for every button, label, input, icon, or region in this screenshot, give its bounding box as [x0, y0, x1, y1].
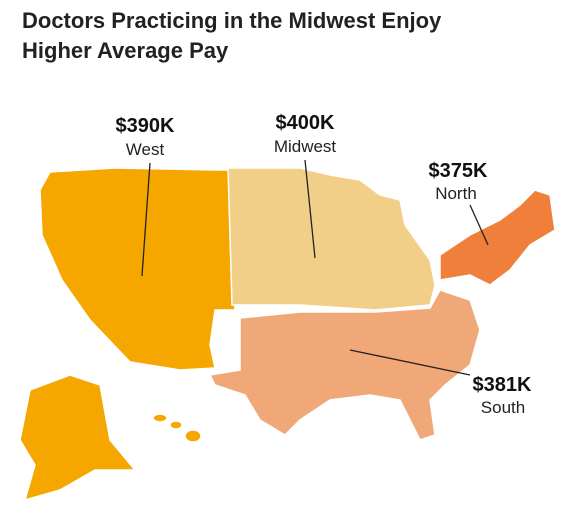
- west-region: [39, 167, 236, 371]
- pointer: [141, 162, 151, 277]
- south-region: [208, 289, 481, 441]
- region-amount: $381K: [473, 374, 532, 396]
- region-name: South: [481, 398, 525, 417]
- title: Doctors Practicing in the Midwest Enjoy: [22, 8, 442, 33]
- pointer: [304, 159, 316, 259]
- hawaii: [169, 420, 183, 430]
- hawaii: [152, 413, 168, 423]
- region-amount: $390K: [116, 115, 175, 137]
- title: Higher Average Pay: [22, 38, 229, 63]
- pointer: [349, 349, 471, 376]
- hawaii: [184, 429, 202, 443]
- midwest-region: [227, 167, 436, 311]
- region-amount: $375K: [429, 160, 488, 182]
- region-name: West: [126, 140, 165, 159]
- region-amount: $400K: [276, 112, 335, 134]
- region-name: North: [435, 184, 477, 203]
- map: [19, 167, 556, 502]
- alaska: [19, 374, 137, 502]
- region-name: Midwest: [274, 137, 337, 156]
- north-region: [439, 189, 556, 286]
- pointer: [469, 204, 489, 246]
